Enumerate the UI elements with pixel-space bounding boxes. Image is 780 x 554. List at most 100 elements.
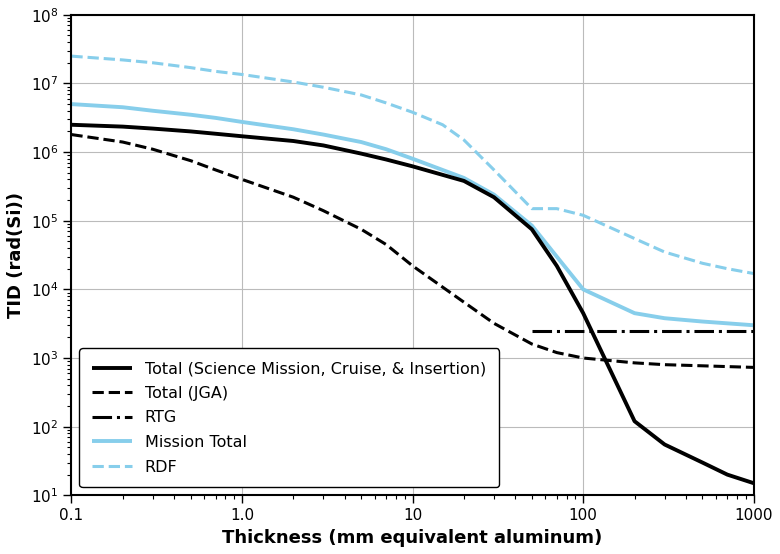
X-axis label: Thickness (mm equivalent aluminum): Thickness (mm equivalent aluminum): [222, 529, 603, 547]
Total (Science Mission, Cruise, & Insertion): [67, 121, 76, 128]
RDF: [148, 59, 158, 66]
Total (JGA): [749, 364, 758, 371]
Total (JGA): [579, 355, 588, 361]
Mission Total: [552, 253, 562, 260]
Line: Total (JGA): Total (JGA): [72, 135, 753, 367]
Total (Science Mission, Cruise, & Insertion): [723, 471, 732, 478]
Mission Total: [698, 318, 707, 325]
Total (JGA): [148, 146, 158, 152]
Total (JGA): [552, 349, 562, 356]
Mission Total: [459, 175, 469, 181]
Total (JGA): [118, 138, 127, 145]
Total (JGA): [67, 131, 76, 138]
RDF: [660, 249, 669, 255]
RDF: [289, 79, 298, 85]
Total (Science Mission, Cruise, & Insertion): [749, 480, 758, 486]
Line: RDF: RDF: [72, 56, 753, 274]
Total (Science Mission, Cruise, & Insertion): [630, 418, 640, 424]
Total (JGA): [489, 320, 498, 327]
Mission Total: [579, 286, 588, 293]
Mission Total: [148, 107, 158, 114]
Total (Science Mission, Cruise, & Insertion): [186, 128, 195, 135]
Total (Science Mission, Cruise, & Insertion): [527, 226, 537, 233]
RDF: [237, 71, 246, 78]
Total (Science Mission, Cruise, & Insertion): [660, 441, 669, 448]
RDF: [319, 84, 328, 90]
RDF: [459, 137, 469, 143]
RDF: [381, 100, 391, 106]
RTG: [698, 327, 707, 334]
RTG: [660, 327, 669, 334]
Mission Total: [489, 191, 498, 198]
Mission Total: [67, 101, 76, 107]
Mission Total: [118, 104, 127, 111]
Total (Science Mission, Cruise, & Insertion): [289, 138, 298, 145]
RTG: [630, 327, 640, 334]
Mission Total: [289, 126, 298, 132]
Mission Total: [630, 310, 640, 316]
Total (Science Mission, Cruise, & Insertion): [211, 130, 220, 137]
Total (JGA): [237, 176, 246, 183]
Total (Science Mission, Cruise, & Insertion): [356, 150, 366, 157]
RTG: [579, 327, 588, 334]
RTG: [527, 327, 537, 334]
RDF: [552, 206, 562, 212]
Total (Science Mission, Cruise, & Insertion): [579, 310, 588, 316]
Total (Science Mission, Cruise, & Insertion): [698, 459, 707, 466]
RDF: [67, 53, 76, 59]
Total (Science Mission, Cruise, & Insertion): [552, 263, 562, 269]
RDF: [211, 68, 220, 75]
Total (JGA): [723, 363, 732, 370]
Mission Total: [186, 111, 195, 118]
Total (JGA): [356, 226, 366, 233]
RDF: [186, 64, 195, 71]
RDF: [698, 260, 707, 266]
Mission Total: [211, 115, 220, 121]
Mission Total: [381, 146, 391, 152]
Total (Science Mission, Cruise, & Insertion): [118, 124, 127, 130]
Total (Science Mission, Cruise, & Insertion): [489, 194, 498, 201]
Mission Total: [527, 222, 537, 229]
RDF: [438, 121, 447, 128]
RDF: [408, 109, 417, 116]
Total (Science Mission, Cruise, & Insertion): [319, 142, 328, 149]
RTG: [552, 327, 562, 334]
RDF: [630, 235, 640, 242]
Total (JGA): [319, 207, 328, 214]
Legend: Total (Science Mission, Cruise, & Insertion), Total (JGA), RTG, Mission Total, R: Total (Science Mission, Cruise, & Insert…: [80, 348, 499, 488]
RDF: [749, 270, 758, 277]
Mission Total: [237, 119, 246, 125]
RDF: [723, 265, 732, 272]
Line: Total (Science Mission, Cruise, & Insertion): Total (Science Mission, Cruise, & Insert…: [72, 125, 753, 483]
Total (JGA): [211, 167, 220, 173]
RDF: [356, 91, 366, 98]
Mission Total: [319, 131, 328, 138]
Total (JGA): [381, 241, 391, 248]
RTG: [749, 327, 758, 334]
Total (JGA): [459, 299, 469, 306]
Mission Total: [749, 322, 758, 329]
Total (JGA): [186, 157, 195, 164]
Total (JGA): [630, 360, 640, 366]
Total (Science Mission, Cruise, & Insertion): [459, 178, 469, 184]
RDF: [118, 57, 127, 63]
RDF: [527, 206, 537, 212]
RTG: [723, 327, 732, 334]
Total (JGA): [527, 341, 537, 347]
Total (Science Mission, Cruise, & Insertion): [148, 125, 158, 132]
Total (JGA): [660, 361, 669, 368]
Total (Science Mission, Cruise, & Insertion): [237, 133, 246, 140]
Mission Total: [660, 315, 669, 321]
RDF: [489, 167, 498, 173]
Mission Total: [356, 138, 366, 145]
Mission Total: [723, 320, 732, 327]
Total (JGA): [698, 362, 707, 369]
Total (Science Mission, Cruise, & Insertion): [408, 163, 417, 170]
Total (JGA): [289, 194, 298, 201]
Mission Total: [408, 156, 417, 162]
RDF: [579, 212, 588, 219]
Total (Science Mission, Cruise, & Insertion): [381, 156, 391, 163]
Total (JGA): [408, 263, 417, 269]
Y-axis label: TID (rad(Si)): TID (rad(Si)): [7, 192, 25, 318]
Line: Mission Total: Mission Total: [72, 104, 753, 325]
